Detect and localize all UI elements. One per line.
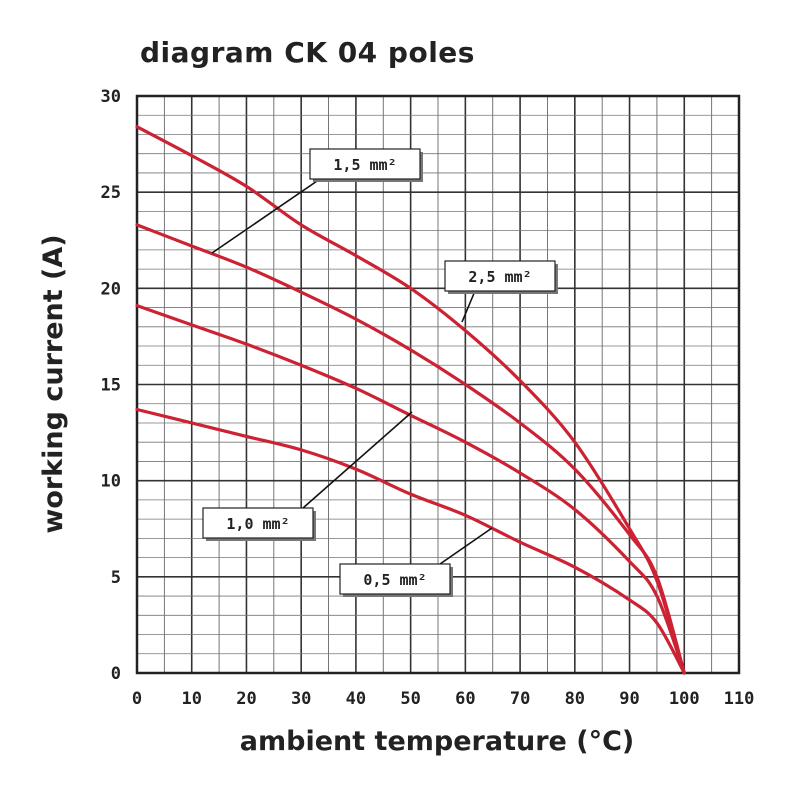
- x-tick-label: 50: [400, 689, 420, 709]
- series-lines: [135, 125, 686, 675]
- x-tick-label: 80: [565, 689, 585, 709]
- x-axis-label: ambient temperature (°C): [240, 726, 634, 757]
- y-tick-label: 20: [101, 279, 121, 299]
- series-label-text: 0,5 mm²: [363, 571, 426, 589]
- series-label-text: 2,5 mm²: [468, 268, 531, 286]
- label-box: [309, 148, 421, 180]
- label-box: [444, 260, 556, 292]
- x-tick-label: 100: [669, 689, 700, 709]
- series-line-3: [135, 304, 686, 675]
- leader-line: [302, 411, 413, 509]
- y-tick-label: 10: [101, 472, 121, 492]
- x-tick-label: 20: [236, 689, 256, 709]
- series-line-1: [135, 125, 686, 675]
- y-tick-label: 0: [111, 664, 121, 684]
- x-tick-label: 70: [510, 689, 530, 709]
- plot-frame: [135, 94, 741, 675]
- label-box: [202, 507, 314, 539]
- x-tick-label: 30: [291, 689, 311, 709]
- x-tick-label: 0: [132, 689, 142, 709]
- y-tick-label: 25: [101, 183, 121, 203]
- leader-line: [211, 178, 321, 254]
- series-labels: 2,5 mm² 1,5 mm² 1,0 mm² 0,5 mm²: [202, 148, 558, 597]
- series-label-text: 1,0 mm²: [226, 515, 289, 533]
- series-label-1: 2,5 mm²: [444, 260, 558, 323]
- y-tick-label: 5: [111, 568, 121, 588]
- x-tick-label: 40: [346, 689, 366, 709]
- series-line-2: [135, 223, 686, 675]
- plot-border: [135, 94, 741, 675]
- series-line-4: [135, 407, 686, 675]
- chart-title: diagram CK 04 poles: [140, 36, 475, 69]
- label-box: [339, 563, 451, 595]
- series-label-2: 1,5 mm²: [211, 148, 423, 254]
- series-label-text: 1,5 mm²: [333, 156, 396, 174]
- x-tick-label: 60: [455, 689, 475, 709]
- series-label-3: 1,0 mm²: [202, 411, 413, 541]
- leader-line: [439, 527, 493, 565]
- x-tick-label: 10: [181, 689, 201, 709]
- tick-labels: 0 10 20 30 40 50 60 70 80 90 100 110 0 5 10 15 20 25 30: [101, 87, 755, 709]
- y-tick-label: 15: [101, 376, 121, 396]
- y-axis-label: working current (A): [38, 234, 69, 533]
- x-tick-label: 110: [724, 689, 755, 709]
- y-tick-label: 30: [101, 87, 121, 107]
- leader-line: [461, 290, 476, 323]
- x-tick-label: 90: [619, 689, 639, 709]
- series-label-4: 0,5 mm²: [339, 527, 493, 597]
